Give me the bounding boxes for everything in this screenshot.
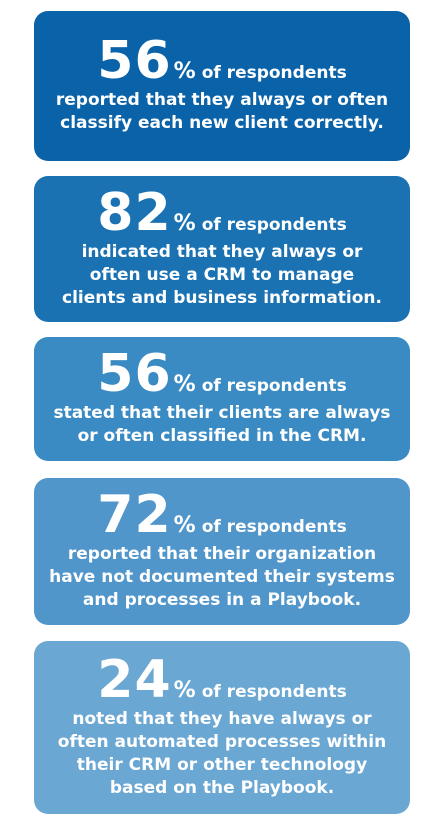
- stat-card-use-crm: 82 % of respondents indicated that they …: [34, 176, 410, 322]
- stat-value: 72: [97, 485, 172, 545]
- stat-card-no-playbook: 72 % of respondents reported that their …: [34, 478, 410, 625]
- stat-value: 56: [97, 31, 172, 91]
- stat-description: stated that their clients are always or …: [53, 403, 391, 446]
- percent-sign: %: [173, 372, 196, 397]
- stat-suffix: of respondents: [201, 63, 347, 83]
- stat-suffix: of respondents: [201, 214, 347, 235]
- stat-headline: 72 % of respondents: [97, 489, 346, 541]
- stat-headline: 82 % of respondents: [97, 187, 346, 239]
- stat-value: 24: [97, 649, 172, 710]
- percent-sign: %: [173, 210, 196, 236]
- stat-suffix: of respondents: [201, 681, 347, 702]
- stat-suffix: of respondents: [201, 376, 347, 396]
- stat-description: reported that they always or often class…: [55, 90, 389, 133]
- percent-sign: %: [173, 59, 196, 84]
- stat-headline: 56 % of respondents: [97, 348, 346, 400]
- stat-description: noted that they have always or often aut…: [57, 708, 387, 798]
- stat-headline: 56 % of respondents: [97, 35, 346, 87]
- stat-headline: 24 % of respondents: [97, 654, 346, 706]
- stat-card-automated-processes: 24 % of respondents noted that they have…: [34, 641, 410, 814]
- stat-value: 56: [97, 344, 172, 404]
- stat-card-classified-in-crm: 56 % of respondents stated that their cl…: [34, 337, 410, 461]
- stat-description: reported that their organization have no…: [49, 544, 395, 610]
- stat-value: 82: [97, 182, 172, 243]
- stat-card-classify-new-client: 56 % of respondents reported that they a…: [34, 11, 410, 161]
- percent-sign: %: [173, 677, 196, 703]
- stat-suffix: of respondents: [201, 517, 347, 537]
- stat-description: indicated that they always or often use …: [62, 241, 382, 308]
- percent-sign: %: [173, 513, 196, 538]
